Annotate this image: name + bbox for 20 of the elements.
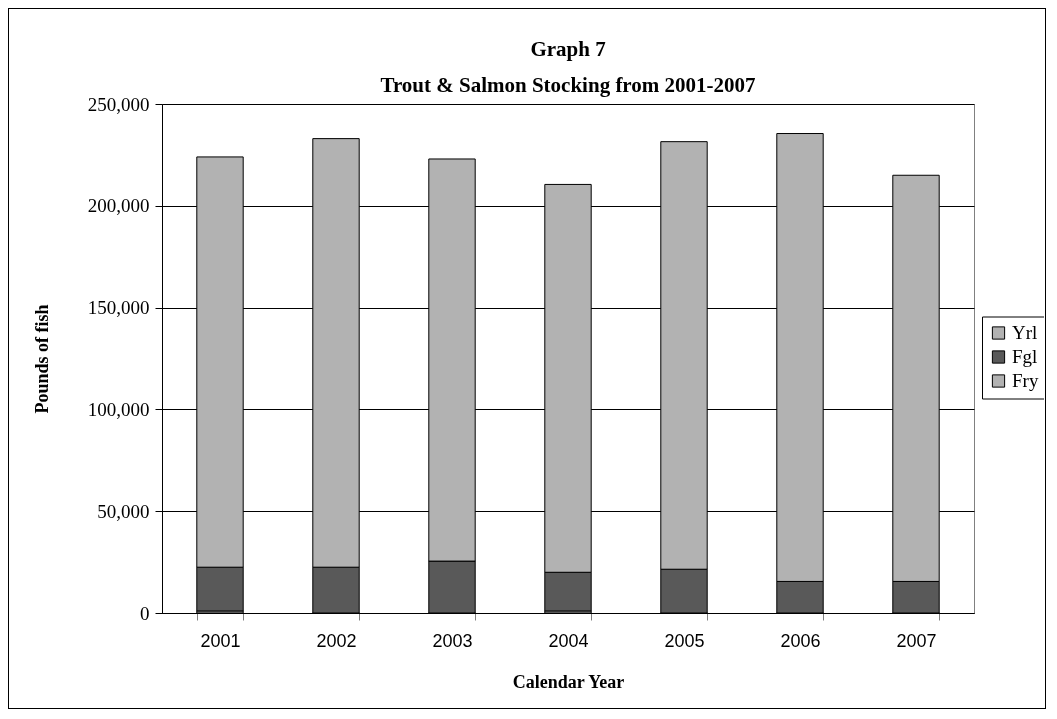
legend-label: Fgl [1012,346,1038,367]
chart-title: Graph 7 [530,37,606,61]
y-axis-title: Pounds of fish [31,304,52,414]
x-tick-label: 2005 [664,630,705,651]
y-tick-label: 0 [140,602,150,624]
x-tick-label: 2004 [548,630,589,651]
chart-subtitle: Trout & Salmon Stocking from 2001-2007 [380,73,756,97]
x-tick-label: 2006 [780,630,821,651]
y-tick-label: 150,000 [87,297,150,319]
x-tick-label: 2002 [316,630,357,651]
x-tick-label: 2003 [432,630,473,651]
legend-label: Fry [1012,370,1039,391]
x-tick-label: 2007 [896,630,937,651]
legend-label: Yrl [1012,322,1038,343]
x-tick-label: 2001 [200,630,241,651]
y-tick-label: 200,000 [87,195,150,217]
y-tick-label: 100,000 [87,398,150,420]
y-tick-label: 250,000 [87,93,150,115]
y-tick-label: 50,000 [97,500,150,522]
x-axis-title: Calendar Year [512,671,625,692]
